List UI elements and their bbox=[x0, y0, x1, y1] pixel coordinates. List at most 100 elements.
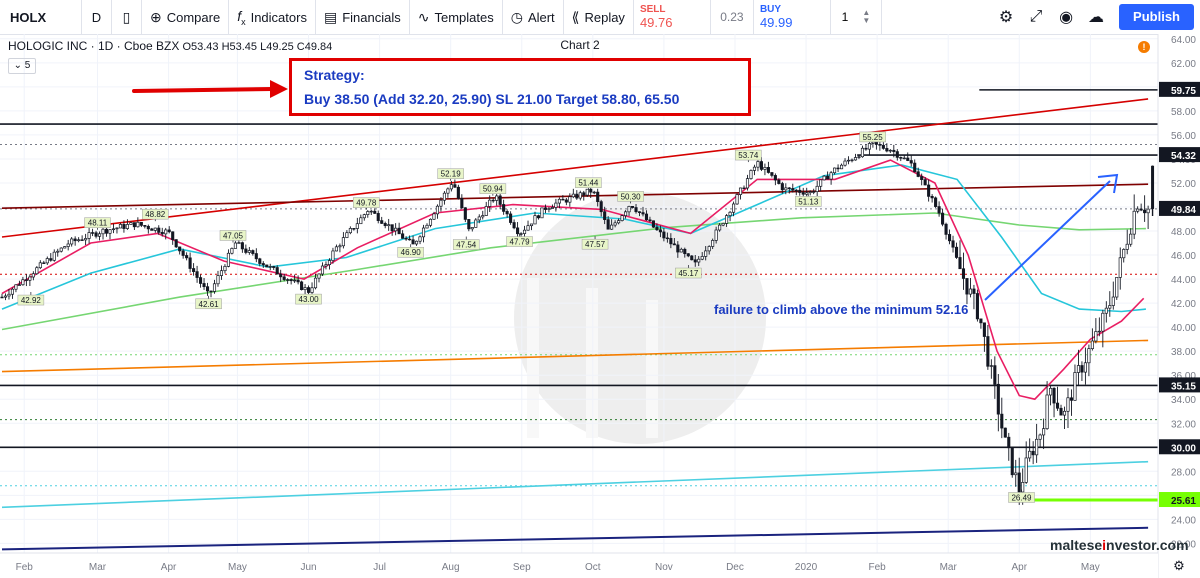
candle-body bbox=[1042, 428, 1046, 436]
candle-body bbox=[732, 203, 736, 213]
fullscreen-icon[interactable]: ⤢ bbox=[1029, 8, 1043, 25]
candle-body bbox=[596, 191, 600, 202]
candle-body bbox=[136, 221, 140, 228]
time-axis[interactable]: Feb Mar Apr May Jun Jul Aug Sep Oct Nov Dec 2020 Feb… bbox=[0, 552, 1158, 578]
price-label-box bbox=[675, 267, 702, 279]
candle-body bbox=[958, 257, 962, 270]
legend-name: HOLOGIC INC · 1D · Cboe BZX bbox=[8, 39, 180, 53]
candle-body bbox=[784, 187, 788, 191]
templates-button[interactable]: ∿ Templates bbox=[410, 0, 503, 34]
gear-icon[interactable]: ⚙ bbox=[998, 9, 1014, 26]
candle-body bbox=[1125, 243, 1129, 250]
candle-body bbox=[376, 213, 380, 221]
candle-body bbox=[578, 192, 582, 199]
candle-body bbox=[526, 225, 530, 231]
candle-body bbox=[415, 240, 419, 245]
price-label-box bbox=[581, 238, 609, 250]
candle-body bbox=[791, 188, 795, 191]
candle-body bbox=[916, 171, 920, 177]
candle-body bbox=[630, 206, 635, 208]
warning-icon[interactable]: ! bbox=[1138, 41, 1150, 53]
indicators-label: Indicators bbox=[250, 9, 307, 25]
candle-body bbox=[216, 275, 220, 285]
candle-body bbox=[327, 260, 332, 265]
cloud-icon[interactable]: ☁ bbox=[1088, 9, 1105, 26]
price-label-box bbox=[142, 208, 169, 220]
price-label-box bbox=[295, 293, 322, 305]
price-label-box bbox=[17, 294, 45, 306]
camera-icon[interactable]: ◉ bbox=[1059, 9, 1074, 26]
axis-settings-icon[interactable]: ⚙ bbox=[1173, 558, 1185, 573]
collapse-indicators-button[interactable]: ⌄ 5 bbox=[8, 58, 36, 74]
level-tag bbox=[1159, 439, 1200, 455]
candle-body bbox=[279, 273, 283, 278]
price-label-box bbox=[84, 217, 111, 228]
financials-button[interactable]: ▤ Financials bbox=[316, 0, 410, 34]
level-tag bbox=[1159, 492, 1200, 508]
candle-body bbox=[641, 212, 645, 215]
candle-body bbox=[192, 268, 196, 272]
candle-body bbox=[446, 188, 450, 194]
candle-body bbox=[303, 287, 307, 291]
candle-body bbox=[519, 233, 523, 235]
candle-body bbox=[1132, 210, 1136, 235]
candle-body bbox=[129, 222, 133, 225]
chart-legend: HOLOGIC INC · 1D · Cboe BZX O53.43 H53.4… bbox=[8, 39, 332, 53]
replay-button[interactable]: ⟪ Replay bbox=[564, 0, 633, 34]
top-toolbar: HOLX D ▯ ⊕ Compare fx Indicators ▤ Finan… bbox=[0, 0, 1200, 35]
candle-body bbox=[42, 262, 46, 264]
candle-body bbox=[35, 267, 39, 275]
candle-body bbox=[286, 279, 290, 281]
candle-body bbox=[171, 231, 175, 240]
sell-button[interactable]: SELL 49.76 bbox=[632, 0, 711, 34]
compare-button[interactable]: ⊕ Compare bbox=[142, 0, 230, 34]
chart-type-button[interactable]: ▯ bbox=[112, 0, 142, 34]
candle-body bbox=[651, 220, 655, 228]
candle-body bbox=[934, 197, 938, 207]
candle-body bbox=[819, 179, 823, 187]
candle-body bbox=[941, 212, 945, 225]
candle-body bbox=[927, 184, 931, 197]
stepper-icon: ▲ ▼ bbox=[862, 8, 871, 25]
indicators-button[interactable]: fx Indicators bbox=[229, 0, 316, 34]
site-suffix: nvestor.com bbox=[1106, 537, 1189, 553]
candle-body bbox=[1031, 450, 1035, 456]
candle-body bbox=[718, 224, 722, 231]
publish-button[interactable]: Publish bbox=[1119, 4, 1194, 30]
x-tick-label: Mar bbox=[89, 562, 107, 573]
candle-body bbox=[418, 236, 422, 242]
bar-chart-icon: ▤ bbox=[323, 8, 338, 25]
candle-body bbox=[411, 239, 415, 245]
price-axis[interactable]: 64.0062.0060.0058.0056.0054.0052.0050.00… bbox=[1157, 34, 1200, 578]
candle-body bbox=[644, 213, 649, 221]
quantity-stepper[interactable]: 1 ▲ ▼ bbox=[831, 0, 882, 34]
candle-body bbox=[1122, 249, 1126, 259]
x-tick-label: Apr bbox=[161, 562, 177, 573]
candle-body bbox=[1146, 208, 1150, 214]
candle-body bbox=[7, 293, 11, 297]
candle-body bbox=[178, 246, 182, 252]
interval-button[interactable]: D bbox=[82, 0, 112, 34]
price-label-text: 46.90 bbox=[401, 248, 422, 257]
candle-body bbox=[766, 167, 770, 173]
candle-body bbox=[202, 283, 206, 288]
financials-label: Financials bbox=[342, 9, 401, 25]
candle-body bbox=[17, 284, 21, 286]
alert-label: Alert bbox=[527, 9, 555, 25]
candle-body bbox=[300, 281, 304, 291]
candle-body bbox=[115, 227, 119, 230]
y-tick-label: 46.00 bbox=[1171, 251, 1196, 262]
candle-body bbox=[1003, 427, 1007, 438]
candle-body bbox=[989, 365, 993, 367]
candle-body bbox=[742, 187, 746, 190]
buy-button[interactable]: BUY 49.99 bbox=[752, 0, 831, 34]
candle-body bbox=[28, 276, 32, 281]
candle-body bbox=[467, 219, 471, 230]
candle-body bbox=[70, 238, 74, 245]
candle-body bbox=[150, 228, 154, 231]
x-tick-label: May bbox=[228, 562, 247, 573]
price-label-box bbox=[437, 168, 464, 179]
alert-button[interactable]: ◷ Alert bbox=[503, 0, 564, 34]
symbol-search[interactable]: HOLX bbox=[0, 0, 82, 34]
